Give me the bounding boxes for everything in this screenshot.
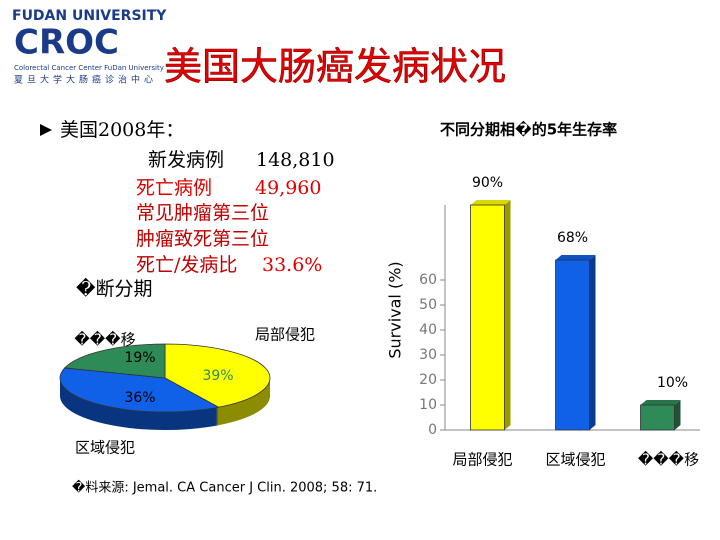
y-tick-label: 40: [419, 322, 437, 338]
bullet-heading: 美国2008年：: [60, 119, 184, 141]
bar: [555, 259, 590, 431]
bar-top: [470, 200, 511, 205]
pie-slice: [59, 367, 220, 413]
pie-category-label: 局部侵犯: [255, 326, 315, 344]
bar: [470, 204, 505, 431]
bar-side: [674, 400, 681, 430]
bar-side: [589, 255, 596, 430]
x-tick-label: 区域侵犯: [545, 451, 605, 469]
source: �料来源: Jemal. CA Cancer J Clin. 2008; 58:…: [72, 479, 377, 496]
pie-category-label: 区域侵犯: [75, 439, 135, 457]
line-label: 死亡病例: [136, 177, 212, 199]
pie-slice: [63, 343, 166, 379]
x-tick-label: 局部侵犯: [452, 451, 512, 469]
y-axis-label: Survival (%): [386, 261, 405, 358]
line-label: 肿瘤致死第三位: [136, 228, 269, 250]
line-label: 死亡/发病比: [136, 254, 237, 276]
line-value: 148,810: [256, 149, 335, 171]
pie-category-label: ���移: [74, 331, 135, 349]
pie-value-label: 19%: [124, 350, 155, 366]
y-tick-label: 60: [419, 272, 437, 288]
center-en: Colorectal Cancer Center FuDan Universit…: [14, 64, 164, 72]
bar-top: [640, 400, 681, 405]
line-label: 常见肿瘤第三位: [136, 202, 269, 224]
bar-value-label: 68%: [557, 230, 588, 246]
y-tick-label: 20: [419, 372, 437, 388]
y-tick-label: 0: [428, 422, 437, 438]
bar-value-label: 10%: [657, 375, 688, 391]
pie-slice: [164, 343, 271, 408]
line-label: 新发病例: [148, 149, 224, 171]
logo: CROC: [14, 23, 119, 63]
bullet-arrow: [40, 124, 52, 136]
bar-title: 不同分期相�的5年生存率: [440, 120, 617, 139]
line-label: �断分期: [76, 277, 152, 300]
line-value: 33.6%: [262, 254, 322, 276]
pie-value-label: 39%: [202, 368, 233, 384]
y-tick-label: 10: [419, 397, 437, 413]
pie-value-label: 36%: [124, 390, 155, 406]
bar: [640, 404, 675, 431]
university: FUDAN UNIVERSITY: [12, 8, 167, 24]
bar-side: [504, 200, 511, 430]
center-cn: 夏旦大学大肠癌诊治中心: [14, 74, 157, 86]
bar-top: [555, 255, 596, 260]
y-tick-label: 30: [419, 347, 437, 363]
title: 美国大肠癌发病状况: [164, 45, 506, 89]
x-tick-label: ���移: [638, 451, 699, 469]
y-tick-label: 50: [419, 297, 437, 313]
bar-value-label: 90%: [472, 175, 503, 191]
line-value: 49,960: [255, 177, 321, 199]
